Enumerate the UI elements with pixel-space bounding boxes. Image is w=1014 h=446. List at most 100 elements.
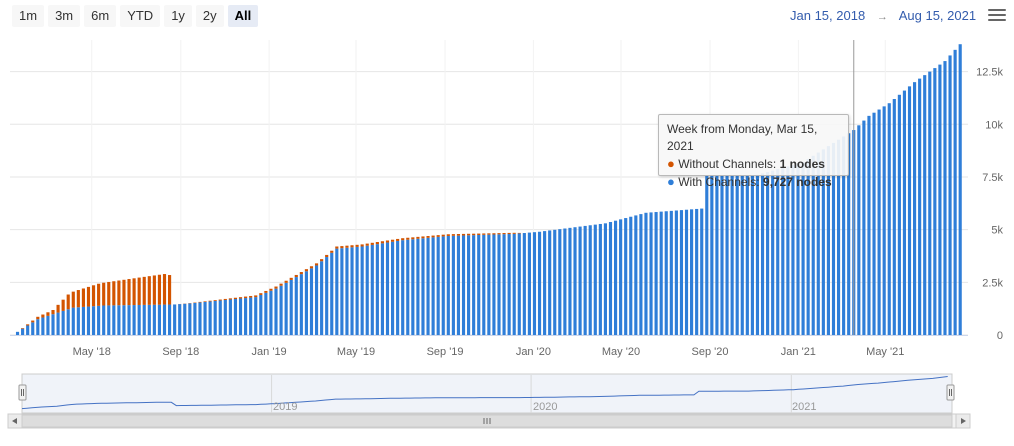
bar-with-channels [259,294,263,335]
range-btn-1y[interactable]: 1y [164,5,192,27]
bar-with-channels [553,229,557,335]
bar-with-channels [375,244,379,335]
bar-with-channels [294,277,298,335]
range-btn-all[interactable]: All [227,5,259,27]
bar-without-channels [467,233,471,236]
x-tick-label: Jan '20 [516,346,551,358]
bar-with-channels [831,142,836,335]
bar-without-channels [325,254,329,258]
bar-with-channels [887,103,891,335]
bar-with-channels [578,226,582,335]
scroll-right-button[interactable] [955,413,971,429]
bar-without-channels [314,263,319,266]
bar-with-channels [690,209,694,335]
bar-without-channels [426,236,430,238]
bar-without-channels [26,324,30,326]
x-tick-label: May '19 [337,346,375,358]
bar-without-channels [330,250,334,253]
bar-with-channels [943,61,947,335]
x-tick-label: May '21 [866,346,904,358]
bar-with-channels [598,223,602,335]
bar-with-channels [335,248,339,335]
bar-with-channels [284,282,288,335]
x-tick-label: Sep '20 [692,346,729,358]
bar-with-channels [274,288,278,335]
bar-with-channels [558,229,562,335]
bar-without-channels [396,238,400,241]
bar-with-channels [684,209,689,335]
bar-with-channels [847,133,851,335]
bar-with-channels [923,75,927,335]
date-from-input[interactable]: Jan 15, 2018 [790,8,866,23]
range-btn-3m[interactable]: 3m [48,5,81,27]
tooltip-series-value: 9,727 nodes [762,175,832,189]
bar-with-channels [385,242,390,335]
range-btn-2y[interactable]: 2y [195,5,224,27]
bar-with-channels [51,314,55,335]
bar-with-channels [416,238,420,335]
bar-without-channels [86,286,91,307]
bar-with-channels [66,309,70,335]
bar-with-channels [750,174,754,335]
scrollbar[interactable] [7,413,971,429]
bar-without-channels [284,280,288,283]
bar-with-channels [512,233,516,335]
bar-with-channels [958,44,962,335]
bar-without-channels [198,301,202,303]
navigator-right-handle[interactable] [946,384,955,401]
bar-without-channels [213,300,217,301]
bar-without-channels [375,242,379,245]
bar-with-channels [745,175,749,335]
bar-with-channels [91,306,96,335]
bar-with-channels [56,312,60,335]
bar-with-channels [396,240,400,335]
bar-with-channels [811,155,815,335]
bar-with-channels [659,211,663,335]
bar-with-channels [918,78,922,335]
bar-with-channels [426,237,430,335]
bar-with-channels [203,301,207,335]
bar-with-channels [796,163,800,335]
bar-with-channels [320,261,324,335]
bar-without-channels [431,235,435,238]
date-to-input[interactable]: Aug 15, 2021 [898,8,977,23]
bar-with-channels [330,252,334,335]
range-btn-ytd[interactable]: YTD [120,5,161,27]
bar-with-channels [664,211,668,335]
range-btn-1m[interactable]: 1m [12,5,45,27]
navigator-left-handle[interactable] [18,384,27,401]
bar-with-channels [467,235,471,335]
bar-without-channels [350,245,354,248]
bar-with-channels [436,236,440,335]
y-axis-labels: 0 2.5k 5k 7.5k 10k 12.5k [976,67,1003,342]
bar-with-channels [188,303,192,335]
bar-without-channels [502,233,506,235]
hamburger-menu-icon[interactable] [988,9,1006,23]
bar-with-channels [152,304,156,335]
bar-without-channels [97,283,101,306]
bar-without-channels [249,295,253,298]
bar-with-channels [842,136,846,335]
bar-with-channels [720,175,724,335]
bar-with-channels [81,306,85,335]
bar-without-channels [421,236,425,239]
bar-without-channels [238,297,243,299]
range-btn-6m[interactable]: 6m [84,5,117,27]
bar-with-channels [244,298,248,335]
bar-with-channels [487,234,491,335]
bar-with-channels [674,210,678,335]
bar-without-channels [223,298,227,300]
navigator[interactable]: 2019 2020 2021 [18,373,955,414]
bar-without-channels [482,233,486,235]
scroll-left-button[interactable] [7,413,23,429]
bar-without-channels [41,314,45,318]
bar-with-channels [355,246,359,335]
bar-with-channels [360,246,364,335]
bar-with-channels [933,68,937,336]
bar-with-channels [573,227,577,335]
bar-without-channels [370,242,374,245]
bar-with-channels [325,257,329,335]
bar-with-channels [112,305,116,335]
bar-without-channels [244,296,248,299]
